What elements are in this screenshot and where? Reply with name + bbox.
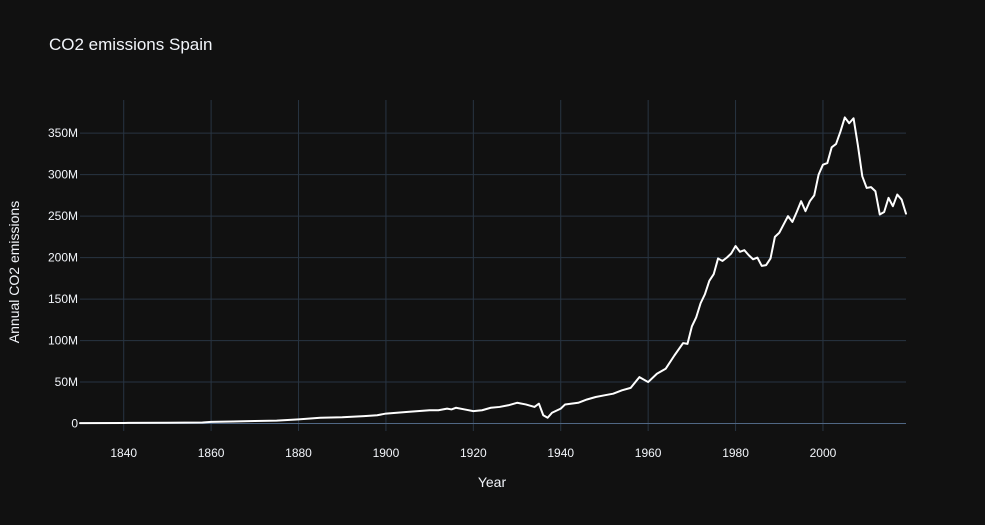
chart-title: CO2 emissions Spain [49,35,212,54]
y-tick-label: 250M [48,209,78,223]
x-tick-label: 1920 [460,446,487,460]
x-tick-label: 2000 [810,446,837,460]
y-axis-ticks: 0 50M 100M 150M 200M 250M 300M 350M [48,126,78,430]
grid-lines [80,100,906,431]
y-tick-label: 100M [48,334,78,348]
y-axis-title: Annual CO2 emissions [6,201,22,343]
x-tick-label: 1940 [547,446,574,460]
x-axis-ticks: 1840 1860 1880 1900 1920 1940 1960 1980 2000 [110,446,836,460]
x-axis-title: Year [478,474,507,490]
y-tick-label: 200M [48,251,78,265]
x-tick-label: 1900 [373,446,400,460]
x-tick-label: 1980 [722,446,749,460]
x-tick-label: 1960 [635,446,662,460]
y-tick-label: 350M [48,126,78,140]
y-tick-label: 50M [55,375,78,389]
x-tick-label: 1880 [285,446,312,460]
co2-emissions-line [79,116,907,425]
y-tick-label: 150M [48,292,78,306]
x-tick-label: 1860 [198,446,225,460]
series-layer [79,116,907,425]
y-tick-label: 300M [48,168,78,182]
x-tick-label: 1840 [110,446,137,460]
y-tick-label: 0 [71,417,78,431]
